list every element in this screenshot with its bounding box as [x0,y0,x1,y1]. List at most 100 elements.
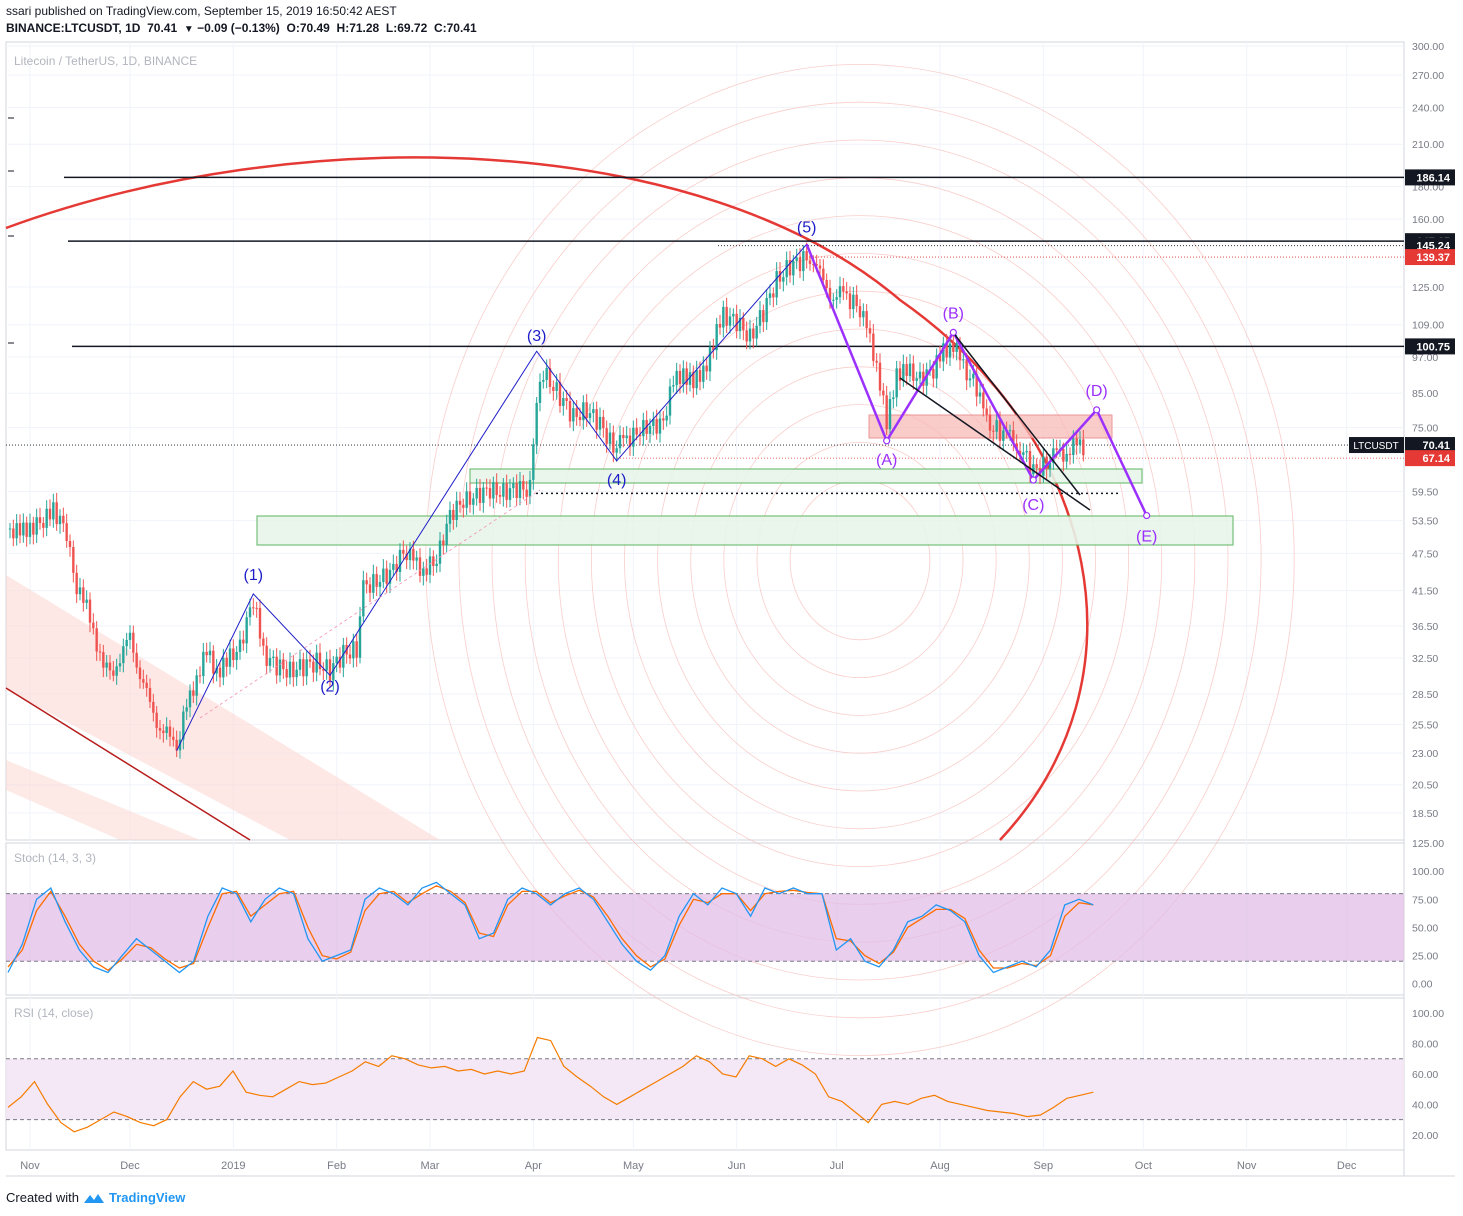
candle-body [352,641,355,659]
candle-body [48,508,52,520]
x-tick-label: Feb [327,1160,346,1172]
candle-body [742,317,745,331]
candle-body [572,408,575,422]
candle-body [8,528,12,530]
candle-body [12,528,15,539]
channel-line [5,687,251,841]
candle-body [772,293,775,298]
y-tick-label: 160.00 [1412,214,1444,226]
candle-body [922,371,925,386]
candle-body [902,364,905,381]
candle-body [492,482,495,499]
candle-body [95,628,98,652]
candle-body [595,409,598,430]
candle-body [1065,453,1068,462]
candle-body [865,311,868,329]
candle-body [585,402,588,419]
candle-body [598,416,602,430]
high-value: 71.28 [349,21,380,35]
candle-body [545,368,548,380]
candle-body [1008,430,1012,432]
candle-body [32,522,35,535]
candle-body [1055,448,1058,450]
candle-body [832,299,835,301]
candle-body [145,682,148,688]
candle-body [815,264,818,266]
candle-body [962,359,965,361]
candle-body [775,271,778,298]
candle-body [488,488,492,499]
down-triangle-icon: ▼ [183,24,194,35]
candle-body [235,651,238,661]
candle-body [802,251,805,272]
candle-body [208,650,212,656]
candle-body [665,415,668,421]
candle-body [1012,430,1015,444]
candle-body [55,502,58,525]
candle-body [355,641,358,658]
candle-body [998,420,1002,441]
candle-body [385,568,388,584]
created-with-text: Created with [6,1190,79,1205]
candle-body [1002,430,1005,441]
candle-body [1035,464,1038,468]
tradingview-brand[interactable]: TradingView [108,1190,186,1205]
candle-body [675,370,678,386]
candle-body [685,368,688,385]
candle-body [1072,438,1075,455]
y-tick-label: 53.50 [1412,516,1438,528]
fib-arc [756,441,964,678]
candle-body [798,257,802,272]
candle-body [532,444,535,480]
candle-body [312,661,315,673]
fib-arc [425,63,1295,1057]
symbol-ohlc-line: BINANCE:LTCUSDT, 1D 70.41 ▼ −0.09 (−0.13… [6,21,477,35]
candle-body [368,584,372,593]
candle-body [528,479,532,497]
candle-body [458,500,462,505]
candle-body [162,730,165,734]
candle-body [298,659,302,670]
candle-body [72,547,75,573]
x-tick-label: Mar [421,1160,440,1172]
candle-body [422,568,425,576]
candle-body [1082,439,1085,456]
price-label: 100.75 [1416,341,1450,353]
corrective-wave-line [805,243,1148,517]
fib-arc [590,252,1130,868]
candle-body [238,639,242,652]
candle-body [708,347,712,372]
candle-body [1045,456,1048,469]
main-pane-title: Litecoin / TetherUS, 1D, BINANCE [14,54,197,68]
candle-body [838,286,842,298]
candle-body [462,504,465,508]
candle-body [405,553,408,561]
candle-body [818,265,822,269]
candle-body [388,569,392,584]
wave-label: (2) [320,678,340,695]
y-tick-label: 97.00 [1412,352,1438,364]
candle-body [18,523,22,536]
candle-body [358,616,362,658]
candle-body [975,373,978,397]
candle-body [225,657,228,667]
candle-body [602,416,605,429]
candle-body [548,368,552,387]
candle-body [408,548,412,561]
candle-body [738,317,742,332]
candle-body [278,659,282,676]
candle-body [642,420,645,437]
candle-body [888,399,892,430]
candle-body [15,523,18,539]
candle-body [518,480,522,499]
candle-body [688,372,692,385]
candle-body [608,432,612,444]
candle-body [995,420,998,432]
candle-body [662,418,665,421]
candle-body [175,739,178,751]
candle-body [618,434,622,449]
candle-body [78,587,82,595]
x-tick-label: Apr [525,1160,542,1172]
candle-body [835,297,838,300]
